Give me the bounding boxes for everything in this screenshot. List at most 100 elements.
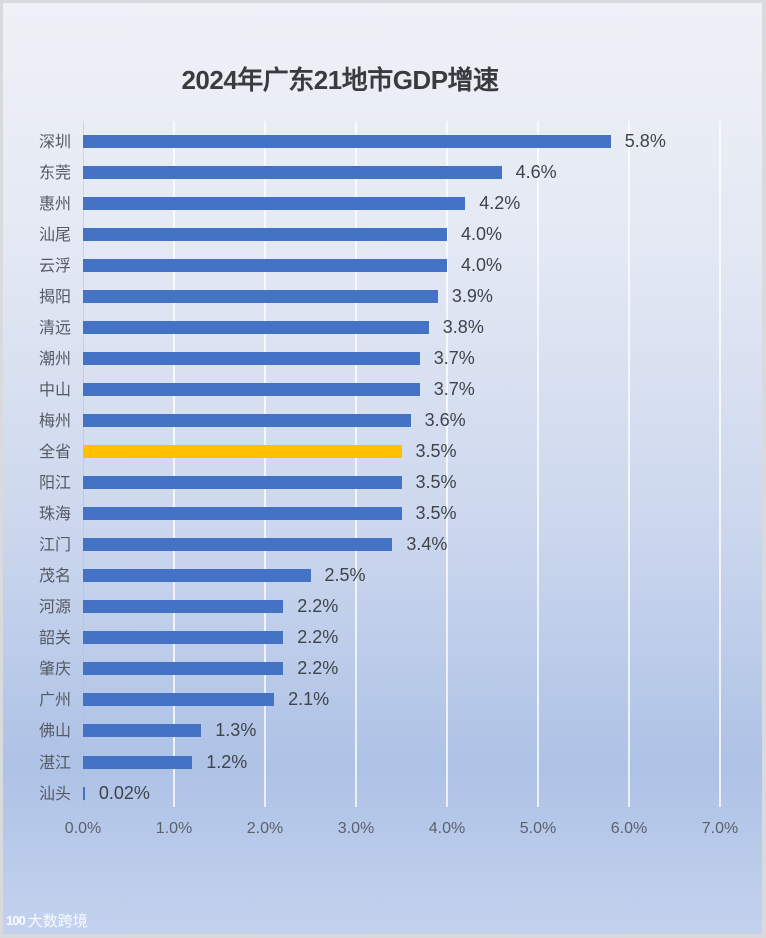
gridline [446,121,448,807]
category-label: 中山 [38,379,71,399]
value-label: 2.1% [288,689,330,710]
category-label: 珠海 [38,504,71,524]
bar-row: 珠海 3.5% [0,498,766,529]
bar [83,289,438,303]
value-label: 5.8% [624,130,666,151]
bar-row: 惠州 4.2% [0,188,766,219]
value-label: 1.2% [206,751,248,772]
bar [83,662,284,676]
category-label: 汕尾 [38,224,71,244]
value-label: 2.5% [324,565,366,586]
value-label: 4.0% [461,223,503,244]
category-label: 河源 [38,597,71,617]
category-label: 广州 [38,690,71,710]
value-label: 4.0% [461,254,503,275]
category-label: 佛山 [38,721,71,741]
gridline [83,121,84,807]
bar [83,351,420,365]
bar [83,476,402,490]
value-label: 1.3% [215,720,257,741]
x-tick-label: 6.0% [610,820,648,837]
bar-row: 汕尾 4.0% [0,219,766,250]
bar [83,569,311,583]
value-label: 3.7% [433,378,475,399]
x-tick-label: 2.0% [246,820,284,837]
bar-row: 江门 3.4% [0,529,766,560]
bar-row: 全省 3.5% [0,436,766,467]
bar [83,693,275,707]
value-label: 3.6% [424,409,466,430]
bar-row: 佛山 1.3% [0,715,766,746]
x-tick-label: 7.0% [701,820,739,837]
gridline [628,121,630,807]
gridline [537,121,539,807]
bar-row: 东莞 4.6% [0,157,766,188]
bar-row: 广州 2.1% [0,684,766,715]
category-label: 茂名 [38,566,71,586]
bar-row: 汕头 0.02% [0,778,766,809]
highlight-bar [83,445,402,458]
bar-row: 肇庆 2.2% [0,653,766,684]
gridline [264,121,266,807]
bar-row: 深圳 5.8% [0,126,766,157]
value-label: 3.5% [415,503,457,524]
value-label: 3.5% [415,441,457,461]
x-tick-label: 3.0% [337,820,375,837]
category-label: 潮州 [38,348,71,368]
bar [83,538,393,552]
category-label: 梅州 [38,410,71,430]
category-label: 肇庆 [38,659,71,679]
watermark-text: 大数跨境 [27,913,88,930]
gridline [173,121,175,807]
value-label: 4.6% [515,161,557,182]
bar-row: 揭阳 3.9% [0,281,766,312]
chart-frame [3,3,762,934]
bar-row: 阳江 3.5% [0,467,766,498]
bar [83,413,411,427]
bar [83,134,611,148]
bar [83,382,420,396]
chart-title: 2024年广东21地市GDP增速 [181,65,499,95]
bar [83,786,85,800]
watermark: 100 大数跨境 [6,910,88,931]
bar-row: 茂名 2.5% [0,560,766,591]
value-label: 3.5% [415,472,457,493]
category-label: 韶关 [38,628,71,648]
category-label: 揭阳 [38,286,71,306]
value-label: 2.2% [297,658,339,679]
value-label: 0.02% [98,782,150,803]
bar-row: 湛江 1.2% [0,747,766,778]
bar-row: 河源 2.2% [0,591,766,622]
value-label: 2.2% [297,627,339,648]
bar [83,724,202,738]
x-tick-label: 5.0% [519,820,557,837]
value-label: 2.2% [297,596,339,617]
bar-row: 中山 3.7% [0,374,766,405]
bar [83,320,429,334]
bar [83,507,402,521]
value-label: 3.7% [433,347,475,368]
x-tick-label: 1.0% [155,820,193,837]
gridline [355,121,357,807]
category-label: 湛江 [38,752,71,772]
bar-row: 潮州 3.7% [0,343,766,374]
category-label: 云浮 [38,255,71,275]
value-label: 3.8% [442,316,484,337]
watermark-logo-icon: 100 [6,913,26,928]
x-tick-label: 0.0% [64,820,102,837]
bar [83,755,193,769]
bar-row: 梅州 3.6% [0,405,766,436]
bar-row: 清远 3.8% [0,312,766,343]
bar [83,600,284,614]
value-label: 3.9% [451,285,493,306]
category-label: 东莞 [38,162,71,182]
value-label: 3.4% [406,534,448,555]
bar-row: 云浮 4.0% [0,250,766,281]
value-label: 4.2% [479,192,521,213]
gridline [719,121,721,807]
category-label: 清远 [38,317,71,337]
bar [83,631,284,645]
category-label: 惠州 [38,193,71,213]
x-tick-label: 4.0% [428,820,466,837]
